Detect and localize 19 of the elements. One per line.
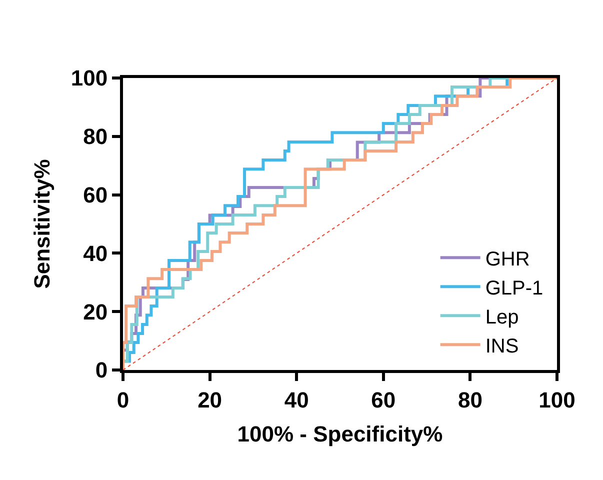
y-tick-label: 60 [83, 182, 108, 208]
legend-label: Lep [485, 306, 519, 328]
x-tick-label: 60 [371, 387, 396, 412]
legend-label: GLP-1 [485, 277, 544, 300]
y-tick-label: 80 [83, 124, 108, 150]
y-tick-label: 100 [70, 66, 108, 91]
x-tick-label: 80 [458, 387, 482, 412]
x-tick-label: 40 [284, 387, 309, 412]
legend-label: INS [485, 335, 519, 358]
x-tick-label: 20 [198, 387, 222, 412]
x-axis-title: 100% - Specificity% [237, 421, 443, 446]
line-series [123, 78, 557, 370]
legend-label: GHR [485, 248, 530, 270]
y-axis-title: Sensitivity% [30, 159, 55, 289]
x-tick-label: 0 [116, 387, 130, 412]
x-tick-label: 100 [538, 387, 576, 412]
y-tick-label: 20 [83, 299, 108, 324]
y-tick-label: 40 [83, 240, 108, 266]
y-tick-label: 0 [95, 358, 108, 383]
